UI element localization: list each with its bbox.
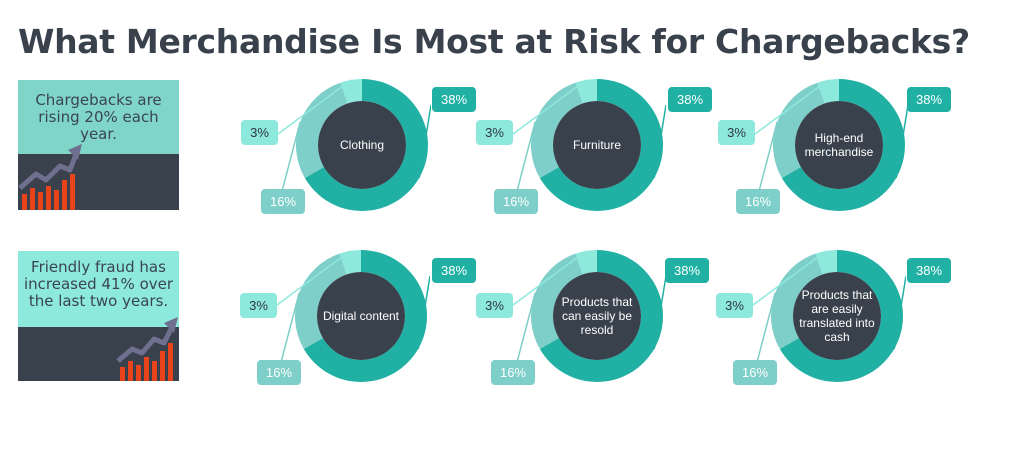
leader-line — [512, 79, 587, 135]
leader-line — [279, 121, 301, 200]
leader-line — [754, 292, 776, 371]
label-3: 3% — [241, 120, 278, 145]
donut-svg — [512, 250, 666, 382]
rising-chart-icon — [18, 144, 82, 210]
donut-center — [318, 101, 406, 189]
category-label: Products that are easily translated into… — [799, 288, 875, 344]
page-title: What Merchandise Is Most at Risk for Cha… — [18, 22, 970, 61]
donut-chart-resold: 38% 16% 3% Products that can easily be r… — [476, 248, 709, 388]
category-label: Products that can easily be resold — [561, 295, 633, 337]
stat-card-friendly-fraud: Friendly fraud has increased 41% over th… — [18, 251, 179, 381]
slice-16 — [771, 253, 823, 349]
slice-3 — [340, 79, 362, 104]
label-16: 16% — [491, 360, 535, 385]
leader-line — [278, 292, 300, 371]
leader-line — [653, 104, 666, 179]
donut-chart-furniture: 38% 16% 3% Furniture — [476, 77, 712, 217]
donut-svg — [752, 250, 906, 382]
leader-line — [752, 250, 827, 306]
label-16: 16% — [733, 360, 777, 385]
stat-card-text: Chargebacks are rising 20% each year. — [18, 80, 179, 154]
category-label: Digital content — [322, 309, 400, 323]
label-38: 38% — [432, 87, 476, 112]
leader-line — [893, 275, 906, 350]
category-label: High-end merchandise — [804, 131, 874, 159]
slice-3 — [575, 79, 597, 104]
label-3: 3% — [476, 120, 513, 145]
leader-line — [418, 104, 431, 179]
donut-svg — [512, 79, 666, 211]
donut-center — [317, 272, 405, 360]
label-38: 38% — [668, 87, 712, 112]
label-3: 3% — [476, 293, 513, 318]
donut-center — [795, 101, 883, 189]
slice-3 — [575, 250, 597, 275]
donut-svg — [754, 79, 908, 211]
leader-line — [754, 79, 829, 135]
donut-chart-cash: 38% 16% 3% Products that are easily tran… — [716, 248, 951, 388]
slice-38 — [539, 250, 663, 382]
donut-chart-high-end: 38% 16% 3% High-end merchandise — [718, 77, 951, 217]
stat-card-chargebacks: Chargebacks are rising 20% each year. — [18, 80, 179, 210]
slice-38 — [539, 79, 663, 211]
donut-center — [553, 101, 641, 189]
leader-line — [514, 121, 536, 200]
label-38: 38% — [907, 87, 951, 112]
label-38: 38% — [665, 258, 709, 283]
slice-3 — [815, 250, 837, 275]
leader-line — [277, 79, 352, 135]
leader-line — [512, 250, 587, 306]
label-16: 16% — [257, 360, 301, 385]
slice-16 — [295, 253, 347, 349]
donut-svg — [276, 250, 430, 382]
stat-card-text: Friendly fraud has increased 41% over th… — [18, 251, 179, 327]
slice-16 — [296, 82, 348, 178]
label-3: 3% — [716, 293, 753, 318]
donut-center — [553, 272, 641, 360]
slice-38 — [303, 250, 427, 382]
slice-3 — [817, 79, 839, 104]
slice-38 — [304, 79, 428, 211]
leader-line — [653, 275, 666, 350]
rising-chart-icon — [116, 317, 178, 381]
slice-38 — [781, 79, 905, 211]
category-label: Clothing — [339, 138, 385, 152]
label-38: 38% — [432, 258, 476, 283]
leader-line — [276, 250, 351, 306]
donut-chart-digital: 38% 16% 3% Digital content — [240, 248, 476, 388]
label-16: 16% — [261, 189, 305, 214]
category-label: Furniture — [572, 138, 622, 152]
slice-3 — [339, 250, 361, 275]
label-16: 16% — [736, 189, 780, 214]
donut-svg — [277, 79, 431, 211]
leader-line — [417, 275, 430, 350]
slice-38 — [779, 250, 903, 382]
label-3: 3% — [240, 293, 277, 318]
slice-16 — [773, 82, 825, 178]
leader-line — [514, 292, 536, 371]
label-16: 16% — [494, 189, 538, 214]
donut-chart-clothing: 38% 16% 3% Clothing — [241, 77, 476, 217]
leader-line — [756, 121, 778, 200]
label-3: 3% — [718, 120, 755, 145]
donut-center — [793, 272, 881, 360]
slice-16 — [531, 253, 583, 349]
slice-16 — [531, 82, 583, 178]
label-38: 38% — [907, 258, 951, 283]
leader-line — [895, 104, 908, 179]
